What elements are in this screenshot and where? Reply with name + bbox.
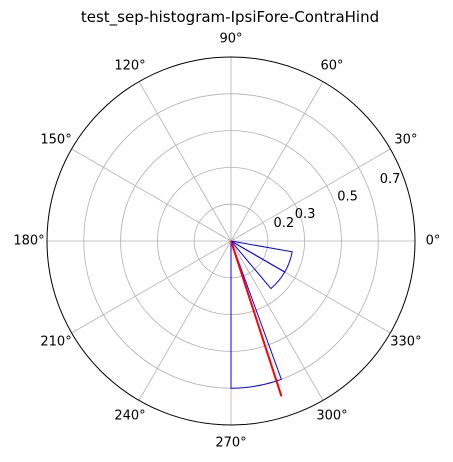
theta-tick-label: 180° (13, 234, 44, 249)
r-tick-label: 0.5 (337, 189, 358, 204)
theta-tick-label: 210° (40, 335, 71, 350)
mean-vector-layer (230, 240, 283, 397)
theta-tick-label: 120° (114, 59, 145, 74)
chart-title: test_sep-histogram-IpsiFore-ContraHind (81, 8, 379, 27)
histogram-bin (230, 240, 282, 389)
polar-frame (46, 56, 416, 426)
theta-gridline (71, 148, 232, 242)
histogram-bars (230, 240, 293, 389)
theta-tick-label: 90° (219, 32, 242, 47)
theta-gridline (230, 81, 324, 242)
theta-gridline (230, 240, 324, 401)
theta-tick-label: 270° (215, 436, 246, 451)
theta-gridline (71, 240, 232, 334)
theta-gridline (138, 81, 232, 242)
theta-tick-label: 0° (426, 234, 441, 249)
mean-vector (230, 240, 283, 397)
r-tick-label: 0.7 (380, 172, 401, 187)
histogram-bin (230, 240, 293, 273)
theta-gridline (230, 148, 391, 242)
theta-tick-label: 240° (114, 408, 145, 423)
theta-tick-label: 150° (40, 133, 71, 148)
theta-tick-label: 330° (390, 335, 421, 350)
r-tick-label: 0.2 (273, 216, 294, 231)
tick-labels: 0° 30° 60° 90° 120° 150° 180° 210° 240° 270° 300° 3… (13, 32, 440, 451)
theta-tick-label: 30° (394, 133, 417, 148)
theta-tick-label: 60° (320, 59, 343, 74)
r-tick-label: 0.3 (295, 207, 316, 222)
theta-gridline (138, 240, 232, 401)
theta-tick-label: 300° (316, 408, 347, 423)
